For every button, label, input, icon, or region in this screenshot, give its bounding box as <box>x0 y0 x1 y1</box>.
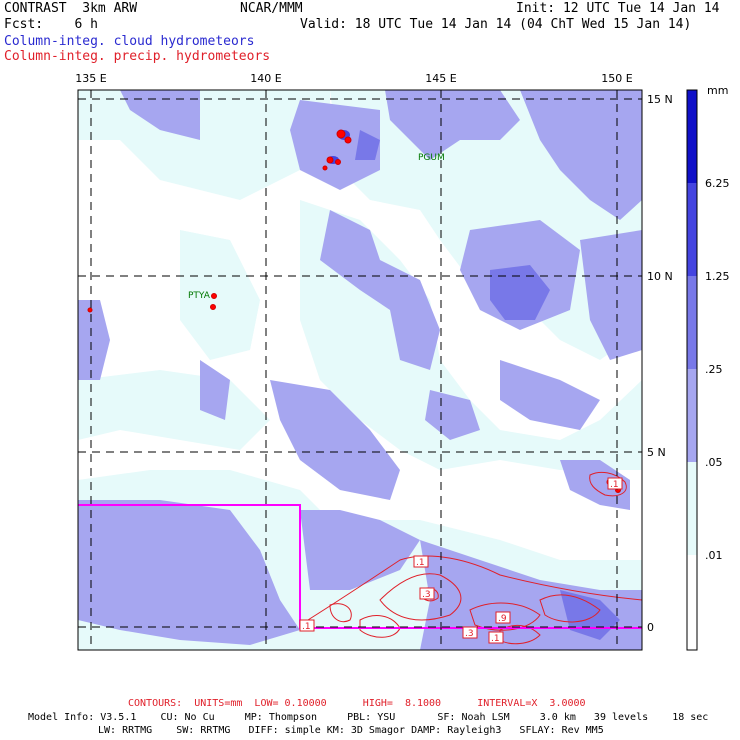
station-label-ptya: PTYA <box>188 291 211 301</box>
contour-label: .3 <box>465 629 474 639</box>
colorbar-level: .01 <box>705 549 723 562</box>
forecast-hour: Fcst: 6 h <box>4 17 98 32</box>
colorbar-segment <box>687 369 697 462</box>
model-info-line2: LW: RRTMG SW: RRTMG DIFF: simple KM: 3D … <box>98 725 604 736</box>
project-title: CONTRAST 3km ARW <box>4 1 138 16</box>
station-label-pgum: PGUM <box>418 153 445 163</box>
colorbar-segment <box>687 462 697 555</box>
colorbar-segment <box>687 555 697 650</box>
contours-info: CONTOURS: UNITS=mm LOW= 0.10000 HIGH= 8.… <box>128 698 586 709</box>
contour-label: .9 <box>498 614 507 624</box>
contour-label: .1 <box>302 622 311 632</box>
colorbar-level: .05 <box>705 456 723 469</box>
lat-label: 15 N <box>647 93 673 106</box>
valid-time: Valid: 18 UTC Tue 14 Jan 14 (04 ChT Wed … <box>300 17 692 32</box>
lat-label: 0 <box>647 621 654 634</box>
station-labels: PGUM PTYA <box>188 153 445 301</box>
lon-label: 150 E <box>601 72 632 85</box>
contour-label: .1 <box>491 634 500 644</box>
field-cloud-label: Column-integ. cloud hydrometeors <box>4 34 255 49</box>
colorbar-level: 6.25 <box>705 177 730 190</box>
colorbar-unit: mm <box>707 84 728 97</box>
lon-labels: 135 E 140 E 145 E 150 E <box>75 72 632 85</box>
lon-label: 135 E <box>75 72 106 85</box>
colorbar-level: .25 <box>705 363 723 376</box>
field-precip-label: Column-integ. precip. hydrometeors <box>4 49 271 64</box>
precip-contours <box>299 471 642 645</box>
lon-label: 145 E <box>425 72 456 85</box>
model-info-line1: Model Info: V3.5.1 CU: No Cu MP: Thompso… <box>28 712 709 723</box>
map-frame <box>77 89 643 651</box>
colorbar-segment <box>687 276 697 369</box>
color-bar <box>686 89 698 651</box>
lat-label: 10 N <box>647 270 673 283</box>
contour-label: .1 <box>610 480 619 490</box>
contour-labels: .1 .3 .1 .9 .3 .1 .1 <box>299 477 623 644</box>
lon-label: 140 E <box>250 72 281 85</box>
contour-label: .3 <box>422 590 431 600</box>
center-label: NCAR/MMM <box>240 1 303 16</box>
contour-label: .1 <box>416 558 425 568</box>
lat-label: 5 N <box>647 446 666 459</box>
colorbar-level: 1.25 <box>705 270 730 283</box>
init-time: Init: 12 UTC Tue 14 Jan 14 <box>516 1 720 16</box>
hydrometeor-fields <box>78 90 642 650</box>
lat-labels: 15 N 10 N 5 N 0 <box>647 93 673 634</box>
graticule <box>78 90 642 650</box>
colorbar-labels: mm 6.25 1.25 .25 .05 .01 <box>705 84 730 562</box>
colorbar-segment <box>687 183 697 276</box>
colorbar-segment <box>687 90 697 183</box>
